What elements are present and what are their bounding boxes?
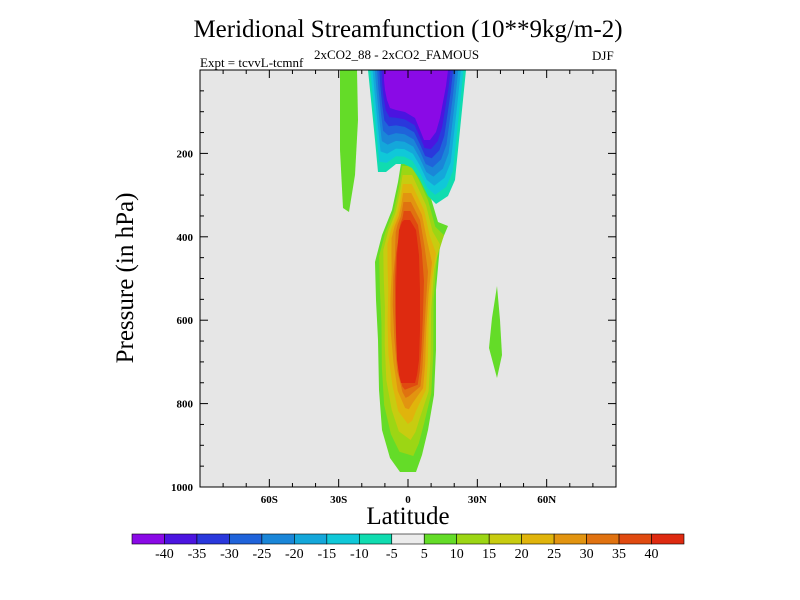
contour-band-positive <box>396 220 420 383</box>
contour-band-5-to-10 <box>340 70 358 212</box>
x-tick-label: 60S <box>261 494 278 506</box>
colorbar-label: 5 <box>421 547 428 562</box>
colorbar-swatch <box>229 533 263 545</box>
colorbar-label: -40 <box>155 547 174 562</box>
y-tick-label: 600 <box>177 315 194 327</box>
y-axis-title: Pressure (in hPa) <box>112 193 139 364</box>
x-tick-label: 0 <box>405 494 411 506</box>
contour-band-5-to-10 <box>489 286 502 378</box>
colorbar-swatch <box>294 533 328 545</box>
colorbar-label: 25 <box>547 547 561 562</box>
colorbar-swatch <box>521 533 555 545</box>
y-tick-label: 1000 <box>171 482 194 494</box>
x-tick-label: 60N <box>537 494 556 506</box>
colorbar-label: -10 <box>350 547 369 562</box>
colorbar-label: 15 <box>482 547 496 562</box>
colorbar-swatch <box>131 533 165 545</box>
y-tick-label: 400 <box>177 232 194 244</box>
colorbar-swatch <box>553 533 587 545</box>
colorbar-label: -20 <box>285 547 304 562</box>
colorbar-swatch <box>164 533 198 545</box>
colorbar-label: -15 <box>317 547 336 562</box>
difference-label: 2xCO2_88 - 2xCO2_FAMOUS <box>314 47 480 62</box>
colorbar-swatch <box>261 533 295 545</box>
contour-fill-group <box>340 70 502 472</box>
x-tick-label: 30N <box>468 494 487 506</box>
colorbar-label: -30 <box>220 547 239 562</box>
y-tick-label: 800 <box>177 399 194 411</box>
colorbar-label: 10 <box>450 547 464 562</box>
colorbar-swatch <box>651 533 685 545</box>
colorbar-swatch <box>196 533 230 545</box>
contour-band-negative <box>384 70 448 140</box>
colorbar-label: -5 <box>386 547 398 562</box>
colorbar-swatch <box>326 533 360 545</box>
colorbar-swatch <box>456 533 490 545</box>
colorbar-label: 20 <box>515 547 529 562</box>
y-axis: 200 400 600 800 1000 <box>171 90 616 494</box>
x-tick-label: 30S <box>330 494 347 506</box>
colorbar-label: 40 <box>645 547 659 562</box>
colorbar-swatch <box>618 533 652 545</box>
colorbar-swatch <box>488 533 522 545</box>
chart-title: Meridional Streamfunction (10**9kg/m-2) <box>193 16 623 43</box>
experiment-label: Expt = tcvvL-tcmnf <box>200 55 304 70</box>
colorbar-swatch <box>586 533 620 545</box>
colorbar-swatch <box>391 533 425 545</box>
x-axis-title: Latitude <box>366 503 449 530</box>
colorbar-label: 35 <box>612 547 626 562</box>
colorbar: -40 -35 -30 -25 -20 -15 -10 -5 5 10 15 20 25 30 35 40 <box>131 533 685 562</box>
y-tick-label: 200 <box>177 148 194 160</box>
colorbar-label: -25 <box>253 547 272 562</box>
season-label: DJF <box>592 48 614 63</box>
x-axis: 60S 30S 0 30N 60N <box>222 70 594 506</box>
colorbar-swatch <box>423 533 458 545</box>
colorbar-label: 30 <box>580 547 594 562</box>
colorbar-swatch <box>358 533 393 545</box>
colorbar-label: -35 <box>188 547 207 562</box>
